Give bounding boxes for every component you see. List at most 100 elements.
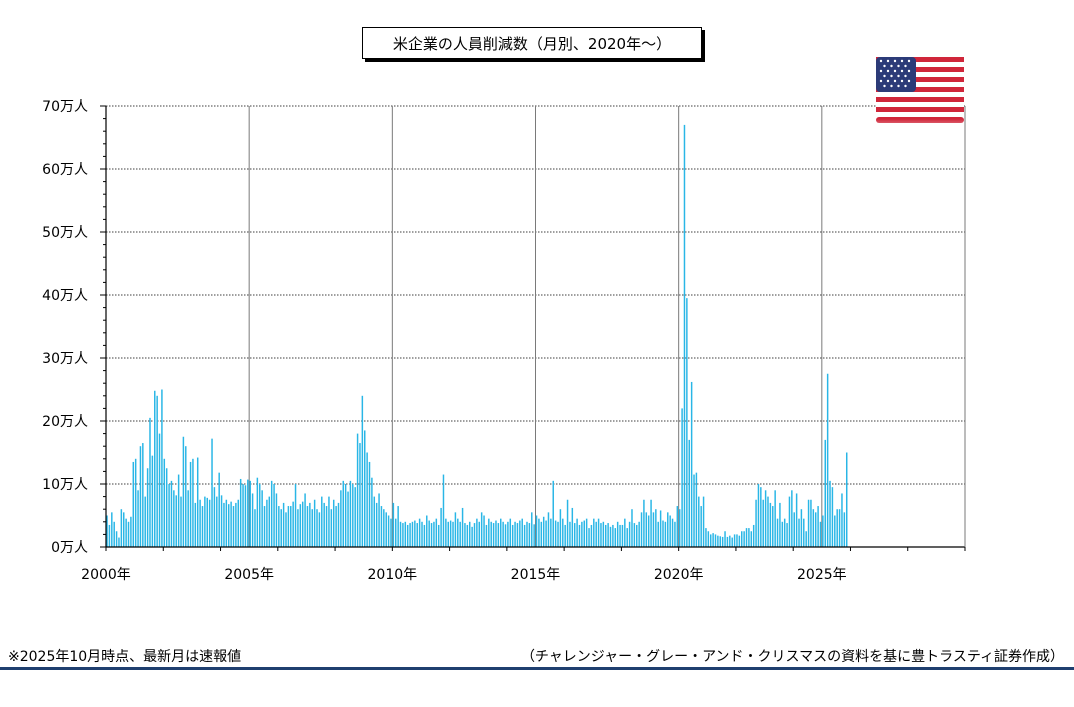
bar <box>714 534 717 547</box>
bar <box>435 518 438 547</box>
bar <box>294 484 297 547</box>
bar <box>485 524 488 547</box>
bar <box>519 520 521 547</box>
bar <box>411 521 414 547</box>
bar <box>831 487 834 547</box>
bar <box>817 506 819 547</box>
bar <box>404 521 407 547</box>
bar <box>774 490 776 547</box>
bar <box>573 523 576 547</box>
bar <box>757 484 760 547</box>
bar <box>793 512 795 547</box>
bar <box>185 446 187 547</box>
x-tick-label: 2005年 <box>224 567 274 583</box>
bar <box>457 518 459 547</box>
bar <box>478 521 481 547</box>
bar <box>700 506 702 547</box>
bar <box>199 499 201 547</box>
bar <box>196 457 199 547</box>
bar <box>349 480 352 547</box>
bar <box>810 499 812 547</box>
bar <box>721 536 724 547</box>
bar <box>624 518 626 547</box>
bar <box>638 521 640 547</box>
bar <box>223 502 225 547</box>
bar <box>175 495 177 547</box>
bar <box>585 518 588 547</box>
bar <box>600 523 602 547</box>
bar <box>118 537 120 547</box>
bar <box>342 480 345 547</box>
bar <box>158 433 161 547</box>
bar <box>626 528 628 547</box>
bar <box>247 479 249 547</box>
bar <box>430 523 433 547</box>
bar <box>316 509 318 547</box>
bar <box>800 509 803 547</box>
bar <box>741 531 743 547</box>
bar <box>254 509 256 547</box>
bar <box>752 524 755 547</box>
bar <box>781 521 784 547</box>
bar <box>354 487 356 547</box>
bar <box>786 523 788 547</box>
bar <box>834 515 836 547</box>
bar <box>134 458 137 547</box>
bar <box>655 509 657 547</box>
bar <box>748 528 750 547</box>
bar <box>664 521 667 547</box>
bar <box>390 518 392 547</box>
bar <box>578 524 581 547</box>
bar <box>125 518 127 547</box>
bar <box>380 506 383 547</box>
bar <box>266 499 268 547</box>
bar <box>259 484 261 547</box>
bar <box>845 452 848 547</box>
bar <box>724 531 726 547</box>
bar <box>681 408 683 547</box>
bar <box>418 518 421 547</box>
bar <box>480 512 483 547</box>
bar <box>500 518 502 547</box>
y-tick-label: 20万人 <box>42 414 88 430</box>
bar <box>764 490 767 547</box>
bar <box>414 520 416 547</box>
x-tick-label: 2020年 <box>654 567 704 583</box>
bar <box>473 523 476 547</box>
bar <box>146 468 149 547</box>
bar <box>719 536 722 547</box>
bar <box>206 497 208 547</box>
axes <box>100 105 966 551</box>
bar <box>705 528 707 547</box>
bar <box>352 484 354 547</box>
bar <box>609 526 612 547</box>
bar <box>368 461 371 547</box>
bar <box>111 512 113 547</box>
bar <box>803 518 805 547</box>
bar <box>743 531 745 547</box>
bar <box>375 502 378 547</box>
bar <box>667 512 669 547</box>
bar <box>614 528 617 547</box>
bar <box>421 521 423 547</box>
bar <box>251 493 254 547</box>
bar <box>301 501 304 547</box>
bar <box>335 506 337 547</box>
bar <box>590 524 593 547</box>
bar <box>812 509 815 547</box>
bar <box>211 438 213 547</box>
bar <box>669 515 671 547</box>
bar <box>347 491 349 547</box>
bar <box>364 430 366 547</box>
bar <box>772 506 774 547</box>
bar <box>433 521 435 547</box>
bar <box>841 493 843 547</box>
bar <box>378 493 380 547</box>
bar <box>144 496 146 547</box>
bar <box>321 496 323 547</box>
bar <box>268 496 271 547</box>
bars <box>106 124 848 548</box>
bar <box>454 512 457 547</box>
bar <box>132 461 135 547</box>
bar <box>309 502 311 547</box>
